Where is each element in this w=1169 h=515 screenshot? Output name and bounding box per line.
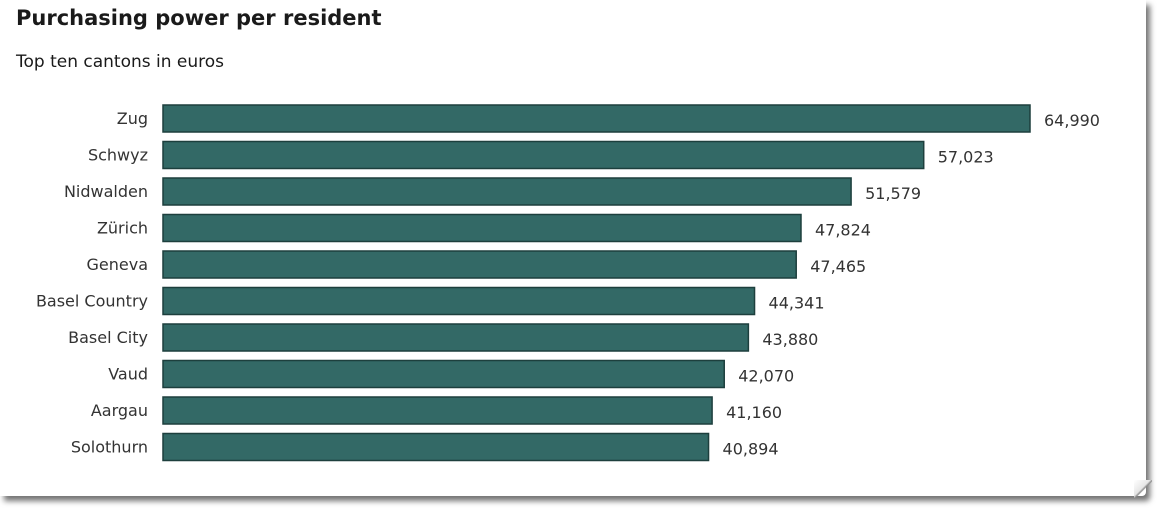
value-label: 51,579: [865, 184, 921, 203]
category-label: Zug: [117, 109, 148, 128]
bar: [162, 177, 852, 206]
chart-title: Purchasing power per resident: [16, 6, 382, 30]
value-label: 44,341: [769, 294, 825, 313]
value-label: 41,160: [726, 403, 782, 422]
category-label: Solothurn: [71, 438, 148, 457]
bar: [162, 396, 713, 425]
bar: [162, 250, 797, 279]
bar: [162, 213, 802, 243]
chart-subtitle: Top ten cantons in euros: [16, 52, 225, 72]
page-curl-decoration: [1134, 480, 1152, 498]
value-label: 64,990: [1044, 111, 1100, 130]
value-label: 42,070: [738, 367, 794, 386]
category-label: Nidwalden: [64, 182, 148, 201]
category-label: Basel Country: [36, 292, 148, 311]
bar: [162, 432, 710, 462]
value-label: 47,465: [810, 257, 866, 276]
category-label: Aargau: [91, 401, 148, 420]
bar-chart: Zug 64,990 Schwyz 57,023 Nidwalden 51,579 Züri…: [36, 104, 1100, 462]
value-label: 47,824: [815, 221, 871, 240]
category-label: Basel City: [68, 328, 148, 347]
value-label: 43,880: [762, 330, 818, 349]
bar: [162, 323, 750, 352]
bar: [162, 104, 1031, 133]
category-label: Vaud: [108, 365, 148, 384]
value-label: 57,023: [938, 148, 994, 167]
chart-card: Purchasing power per resident Top ten ca…: [16, 6, 1100, 462]
category-label: Schwyz: [88, 146, 148, 165]
bar: [162, 140, 925, 170]
category-label: Geneva: [87, 255, 149, 274]
bar: [162, 286, 756, 316]
bar: [162, 359, 725, 389]
category-label: Zürich: [97, 219, 148, 238]
value-label: 40,894: [723, 440, 779, 459]
